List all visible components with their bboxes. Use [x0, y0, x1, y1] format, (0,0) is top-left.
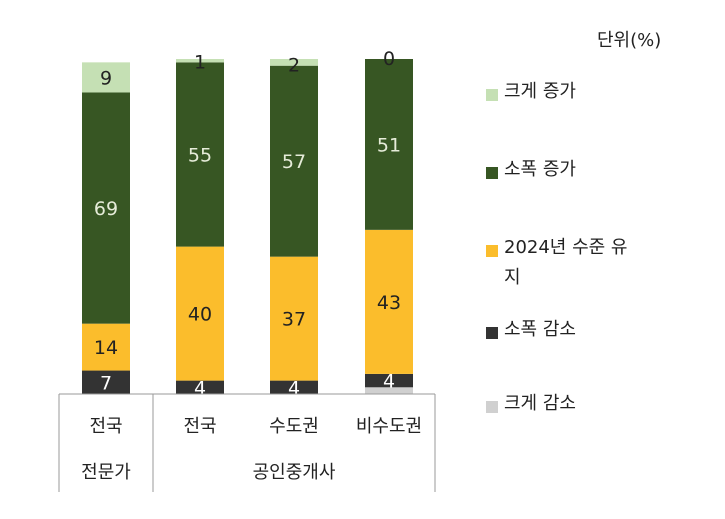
bar-segment-2-4 — [176, 62, 224, 247]
data-label-4-2: 4 — [383, 371, 395, 393]
bar-segment-2-5 — [176, 59, 224, 63]
legend-swatch — [486, 327, 498, 339]
legend-label: 2024년 수준 유지 — [504, 237, 628, 288]
bar-segment-2-2 — [176, 380, 224, 394]
data-label-2-4: 55 — [188, 144, 212, 166]
data-label-1-2: 7 — [100, 372, 112, 394]
unit-label: 단위(%) — [597, 30, 662, 51]
data-label-3-5: 2 — [288, 55, 300, 77]
legend-item-4: 소폭 감소 — [486, 319, 664, 345]
data-label-1-3: 14 — [94, 337, 118, 359]
bar-segment-3-4 — [270, 65, 318, 257]
category-label-2: 전국 — [183, 416, 216, 437]
bar-segment-4-4 — [365, 59, 413, 230]
data-label-2-5: 1 — [194, 51, 206, 73]
legend-label: 소폭 감소 — [504, 319, 576, 340]
bar-segment-3-5 — [270, 59, 318, 66]
bar-segment-2-3 — [176, 246, 224, 381]
legend-item-2: 소폭 증가 — [486, 159, 664, 185]
legend-swatch — [486, 167, 498, 179]
bar-segment-3-3 — [270, 256, 318, 381]
bar-segment-3-2 — [270, 380, 318, 394]
legend-swatch — [486, 89, 498, 101]
legend-item-5: 크게 감소 — [486, 393, 664, 419]
legend-swatch — [486, 245, 498, 257]
bar-segment-1-4 — [82, 92, 130, 324]
data-label-2-2: 4 — [194, 377, 206, 399]
bar-segment-1-2 — [82, 370, 130, 394]
data-label-4-3: 43 — [377, 292, 401, 314]
bar-segment-4-2 — [365, 373, 413, 388]
data-label-2-3: 40 — [188, 304, 212, 326]
bar-segment-1-3 — [82, 323, 130, 371]
data-label-1-4: 69 — [94, 198, 118, 220]
category-label-4: 비수도권 — [356, 416, 422, 437]
legend-item-3: 2024년 수준 유지 — [486, 237, 634, 293]
legend-label: 소폭 증가 — [504, 159, 576, 180]
bar-segment-4-1 — [365, 387, 413, 394]
data-label-3-4: 57 — [282, 151, 306, 173]
data-label-3-2: 4 — [288, 377, 300, 399]
data-label-3-3: 37 — [282, 309, 306, 331]
legend-label: 크게 증가 — [504, 81, 576, 102]
legend-swatch — [486, 401, 498, 413]
category-label-3: 수도권 — [269, 416, 319, 437]
data-label-4-5: 0 — [383, 48, 395, 70]
data-label-1-5: 9 — [100, 67, 112, 89]
group-label-2: 공인중개사 — [253, 462, 336, 483]
legend-label: 크게 감소 — [504, 393, 576, 414]
bar-segment-4-3 — [365, 229, 413, 374]
group-label-1: 전문가 — [81, 462, 131, 483]
data-label-4-4: 51 — [377, 134, 401, 156]
bar-segment-1-5 — [82, 62, 130, 93]
legend-item-1: 크게 증가 — [486, 81, 664, 107]
category-label-1: 전국 — [89, 416, 122, 437]
